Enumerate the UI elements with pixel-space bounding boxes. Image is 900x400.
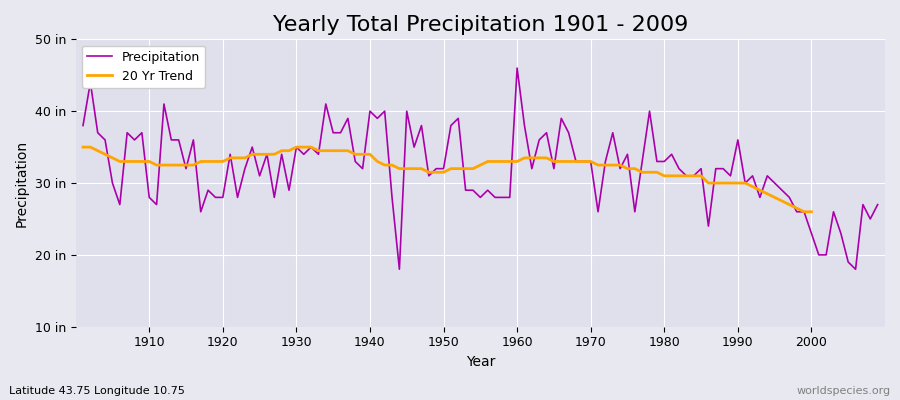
Text: worldspecies.org: worldspecies.org	[796, 386, 891, 396]
X-axis label: Year: Year	[465, 355, 495, 369]
20 Yr Trend	[247, 152, 257, 157]
Title: Yearly Total Precipitation 1901 - 2009: Yearly Total Precipitation 1901 - 2009	[273, 15, 688, 35]
Precipitation	[519, 123, 530, 128]
20 Yr Trend	[512, 159, 523, 164]
Precipitation	[343, 116, 354, 121]
Precipitation	[77, 123, 88, 128]
Precipitation	[137, 130, 148, 135]
Precipitation	[872, 202, 883, 207]
20 Yr Trend	[77, 145, 88, 150]
20 Yr Trend	[798, 209, 809, 214]
Y-axis label: Precipitation: Precipitation	[15, 140, 29, 226]
20 Yr Trend	[453, 166, 464, 171]
Precipitation	[298, 152, 309, 157]
Text: Latitude 43.75 Longitude 10.75: Latitude 43.75 Longitude 10.75	[9, 386, 184, 396]
Precipitation	[526, 166, 537, 171]
Line: 20 Yr Trend: 20 Yr Trend	[83, 147, 812, 212]
Precipitation	[615, 166, 626, 171]
20 Yr Trend	[770, 195, 780, 200]
20 Yr Trend	[747, 184, 758, 189]
20 Yr Trend	[806, 209, 817, 214]
20 Yr Trend	[218, 159, 229, 164]
Precipitation	[512, 66, 523, 70]
Line: Precipitation: Precipitation	[83, 68, 878, 269]
Precipitation	[394, 267, 405, 272]
Legend: Precipitation, 20 Yr Trend: Precipitation, 20 Yr Trend	[82, 46, 205, 88]
